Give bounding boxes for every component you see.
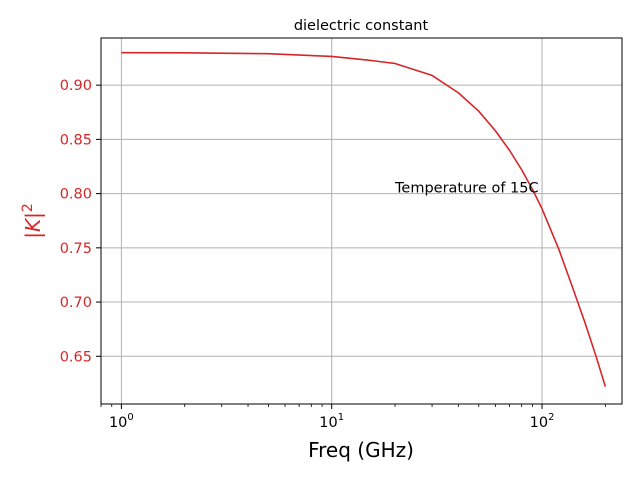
y-tick-label: 0.80 [60, 187, 92, 203]
y-tick-label: 0.65 [60, 349, 92, 365]
x-tick-label-exponent: 0 [127, 412, 133, 423]
x-tick-label-exponent: 1 [338, 412, 344, 423]
grid-lines [101, 38, 622, 404]
y-tick-label: 0.70 [60, 295, 92, 311]
series-line [121, 51, 607, 387]
y-axis-label: |K|2 [20, 203, 45, 239]
x-ticks: 100 101 102 [100, 404, 606, 431]
x-tick-label-base: 10 [530, 415, 548, 431]
x-tick-label: 100 [109, 412, 134, 431]
axes-frame [100, 37, 623, 405]
y-tick-label: 0.85 [60, 132, 92, 148]
x-tick-label-base: 10 [319, 415, 337, 431]
y-tick-label: 0.75 [60, 241, 92, 257]
series-layer [121, 51, 607, 387]
y-axis-label-exponent: 2 [20, 203, 36, 212]
x-tick-label: 102 [530, 412, 555, 431]
x-tick-label-base: 10 [109, 415, 127, 431]
x-tick-label: 101 [319, 412, 344, 431]
y-ticks: 0.65 0.70 0.75 0.80 0.85 0.90 [60, 78, 101, 365]
y-tick-label: 0.90 [60, 78, 92, 94]
annotation-text: Temperature of 15C [394, 181, 539, 197]
y-axis-label-base: |K| [21, 212, 45, 239]
x-axis-label: Freq (GHz) [308, 438, 414, 462]
x-tick-label-exponent: 2 [548, 412, 554, 423]
chart-title: dielectric constant [294, 18, 429, 34]
